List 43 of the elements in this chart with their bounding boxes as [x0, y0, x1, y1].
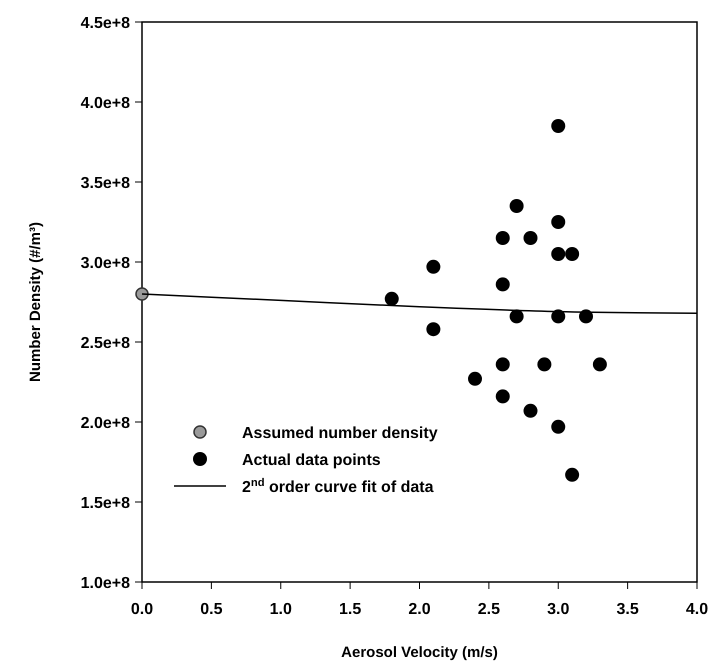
x-tick-label: 2.0 — [408, 601, 431, 618]
y-tick-label: 3.5e+8 — [80, 175, 130, 192]
y-tick-label: 2.0e+8 — [80, 415, 130, 432]
y-tick-label: 4.0e+8 — [80, 95, 130, 112]
point — [510, 309, 524, 324]
point — [384, 292, 399, 306]
x-tick-label: 0.5 — [200, 601, 223, 618]
point — [496, 357, 510, 372]
point — [426, 322, 440, 336]
point — [496, 389, 510, 404]
x-axis-title: Aerosol Velocity (m/s) — [341, 644, 498, 661]
point — [510, 199, 524, 213]
x-tick-label: 0.0 — [130, 601, 154, 618]
y-tick-label: 4.5e+8 — [80, 15, 130, 32]
y-tick-label: 1.0e+8 — [80, 575, 130, 592]
x-tick-label: 1.0 — [270, 601, 292, 618]
y-tick-label: 1.5e+8 — [80, 495, 130, 512]
point — [551, 119, 566, 133]
point — [524, 231, 538, 245]
y-axis-title: Number Density (#/m³) — [27, 222, 44, 382]
point — [496, 277, 510, 292]
x-tick-label: 1.5 — [339, 601, 362, 618]
point — [551, 247, 566, 261]
point — [524, 404, 538, 418]
x-tick-label: 4.0 — [686, 601, 708, 618]
legend-label: Assumed number density — [242, 425, 438, 442]
y-tick-label: 3.0e+8 — [80, 255, 130, 272]
point — [468, 372, 482, 386]
point — [537, 357, 552, 372]
point — [496, 231, 510, 245]
y-tick-label: 2.5e+8 — [80, 335, 130, 352]
point — [565, 468, 580, 482]
point — [565, 247, 580, 261]
point — [135, 287, 149, 301]
point — [551, 215, 566, 229]
x-tick-label: 2.5 — [478, 601, 500, 618]
legend-label: 2$^{nd}$ order curve fit of data — [242, 477, 434, 496]
point — [426, 260, 440, 274]
legend-label: Actual data points — [242, 452, 381, 469]
point — [551, 420, 566, 434]
x-tick-label: 3.0 — [547, 601, 570, 618]
x-tick-label: 3.5 — [616, 601, 639, 618]
point — [592, 357, 607, 372]
